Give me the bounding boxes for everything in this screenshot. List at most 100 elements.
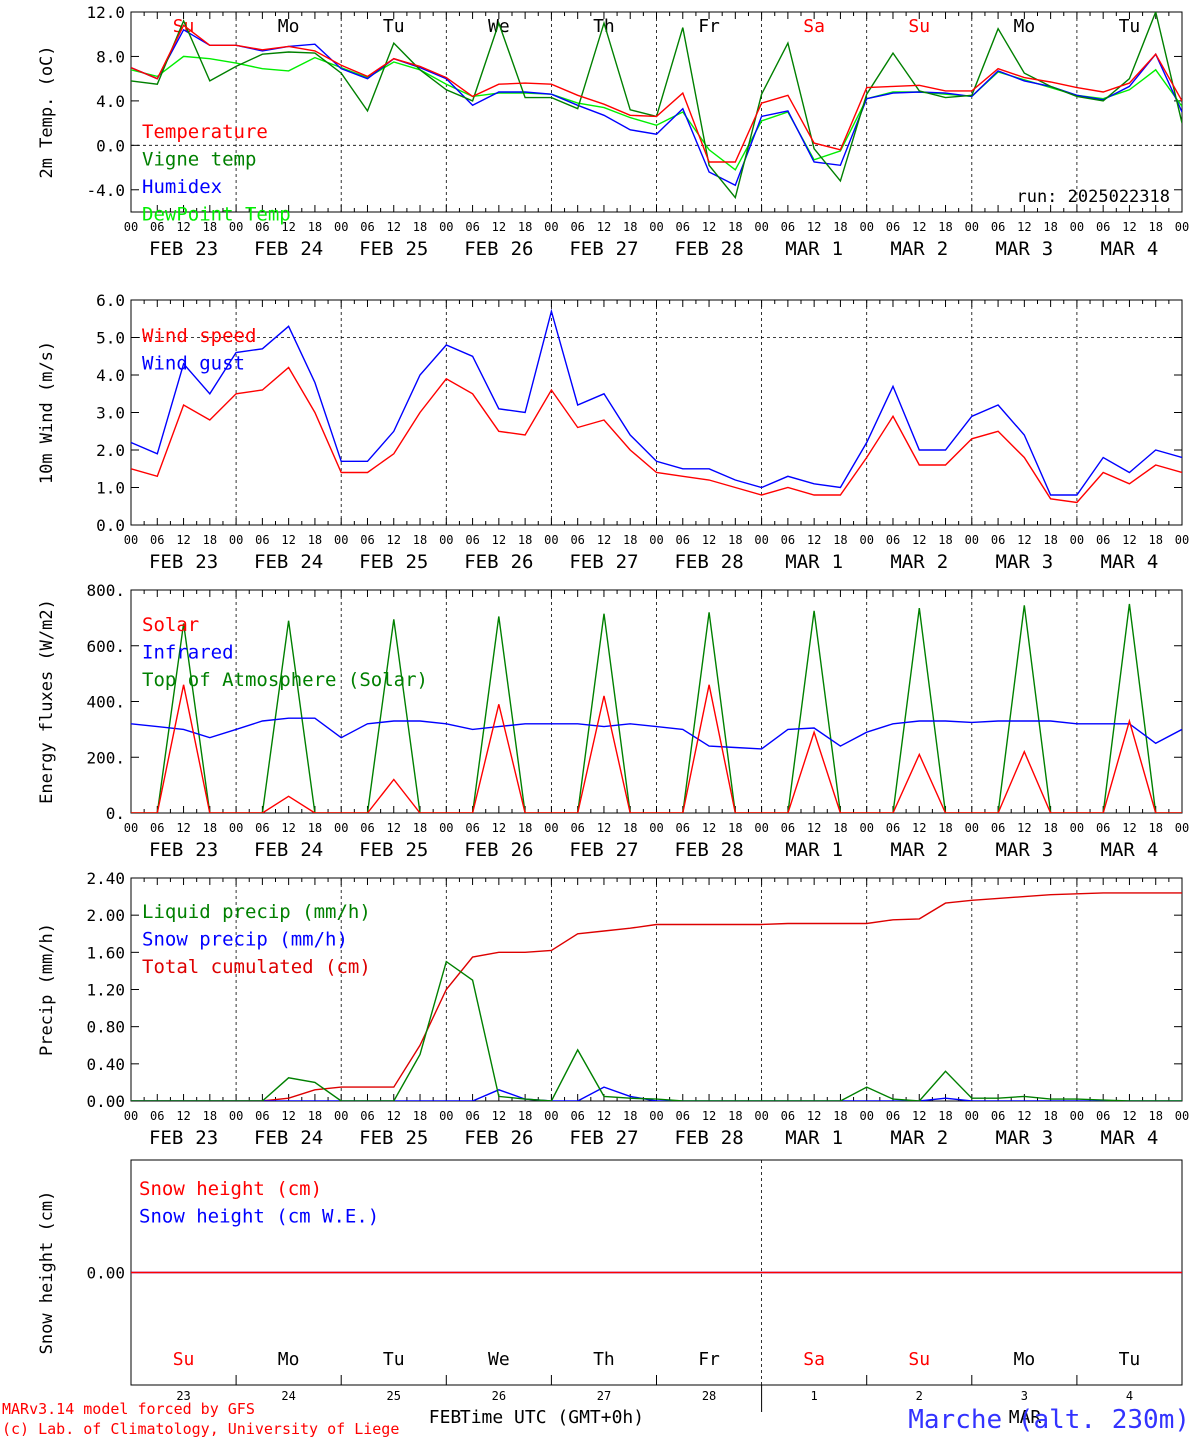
x-tick-label: 18 [413, 533, 427, 547]
x-tick-label: 18 [1043, 1109, 1057, 1123]
x-tick-label: 06 [781, 1109, 795, 1123]
date-label: FEB 26 [464, 238, 533, 260]
x-tick-label: 12 [176, 220, 190, 234]
x-tick-label: 00 [965, 821, 979, 835]
x-tick-label: 18 [728, 821, 742, 835]
weekday-label: Tu [383, 16, 405, 37]
date-month: FEB [359, 551, 393, 573]
x-tick-label: 00 [439, 821, 453, 835]
x-tick-label: 18 [518, 220, 532, 234]
x-tick-label: 18 [1148, 533, 1162, 547]
x-tick-label: 18 [413, 821, 427, 835]
x-tick-label: 18 [833, 533, 847, 547]
x-tick-label: 12 [492, 533, 506, 547]
x-tick-label: 18 [308, 220, 322, 234]
x-tick-label: 00 [1070, 1109, 1084, 1123]
station-label: Marche (alt. 230m) [908, 1405, 1190, 1435]
y-axis-label: Snow height (cm) [37, 1191, 57, 1355]
date-label: MAR 3 [995, 551, 1053, 573]
x-tick-label: 12 [176, 533, 190, 547]
x-tick-label: 00 [124, 1109, 138, 1123]
y-tick-label: 6.0 [96, 291, 125, 310]
x-tick-label: 18 [308, 533, 322, 547]
date-month: MAR [995, 551, 1030, 573]
x-tick-label: 18 [938, 1109, 952, 1123]
day-number-label: 25 [387, 1389, 401, 1403]
date-month: MAR [1101, 1127, 1136, 1149]
x-tick-label: 00 [1175, 821, 1189, 835]
x-tick-label: 06 [1096, 1109, 1110, 1123]
date-label: FEB 26 [464, 551, 533, 573]
date-month: FEB [674, 551, 708, 573]
series-line-0 [131, 24, 1182, 163]
date-month: FEB [464, 551, 498, 573]
x-tick-label: 06 [360, 220, 374, 234]
date-month: FEB [674, 238, 708, 260]
date-month: MAR [785, 238, 820, 260]
date-month: MAR [1101, 238, 1136, 260]
x-tick-label: 12 [702, 220, 716, 234]
x-tick-label: 12 [281, 220, 295, 234]
x-tick-label: 06 [150, 533, 164, 547]
date-month: FEB [254, 839, 288, 861]
x-tick-label: 18 [518, 533, 532, 547]
date-day: 23 [195, 1127, 218, 1149]
x-tick-label: 00 [965, 1109, 979, 1123]
date-label: FEB 26 [464, 839, 533, 861]
date-month: MAR [995, 839, 1030, 861]
x-tick-label: 18 [1043, 821, 1057, 835]
run-label: run: 2025022318 [1016, 187, 1170, 207]
date-month: MAR [890, 551, 925, 573]
date-label: MAR 3 [995, 1127, 1053, 1149]
date-month: MAR [785, 839, 820, 861]
x-tick-label: 18 [1148, 1109, 1162, 1123]
date-day: 4 [1147, 551, 1158, 573]
date-day: 27 [616, 551, 639, 573]
y-tick-label: 8.0 [96, 47, 125, 66]
date-label: FEB 23 [149, 839, 218, 861]
date-label: MAR 1 [785, 551, 843, 573]
x-tick-label: 06 [886, 821, 900, 835]
x-tick-label: 06 [570, 1109, 584, 1123]
date-day: 25 [405, 839, 428, 861]
x-tick-label: 00 [859, 533, 873, 547]
x-tick-label: 00 [439, 220, 453, 234]
x-tick-label: 12 [597, 1109, 611, 1123]
x-tick-label: 06 [150, 1109, 164, 1123]
y-axis-label: 2m Temp. (oC) [37, 45, 57, 178]
x-tick-label: 00 [544, 821, 558, 835]
x-tick-label: 18 [1148, 220, 1162, 234]
date-day: 4 [1147, 839, 1158, 861]
date-day: 26 [511, 839, 534, 861]
x-tick-label: 06 [781, 220, 795, 234]
date-month: MAR [890, 238, 925, 260]
x-tick-label: 06 [676, 533, 690, 547]
date-label: FEB 27 [569, 1127, 638, 1149]
date-label: MAR 1 [785, 839, 843, 861]
x-tick-label: 06 [991, 821, 1005, 835]
y-tick-label: 5.0 [96, 329, 125, 348]
date-day: 28 [721, 839, 744, 861]
y-tick-label: 3.0 [96, 404, 125, 423]
x-tick-label: 12 [702, 533, 716, 547]
weekday-label: Mo [278, 16, 300, 37]
x-tick-label: 06 [465, 533, 479, 547]
x-tick-label: 06 [465, 1109, 479, 1123]
y-tick-label: 200. [86, 748, 125, 767]
x-tick-label: 00 [965, 533, 979, 547]
x-tick-label: 06 [1096, 220, 1110, 234]
x-tick-label: 00 [754, 533, 768, 547]
x-tick-label: 00 [229, 821, 243, 835]
date-day: 24 [300, 839, 323, 861]
date-label: FEB 25 [359, 551, 428, 573]
date-day: 27 [616, 238, 639, 260]
series-line-1 [131, 308, 1182, 496]
x-tick-label: 06 [676, 821, 690, 835]
weekday-label: Tu [383, 1349, 405, 1370]
x-tick-label: 06 [360, 1109, 374, 1123]
day-number-label: 23 [176, 1389, 190, 1403]
y-tick-label: 4.0 [96, 92, 125, 111]
x-tick-label: 00 [334, 533, 348, 547]
series-line-0 [131, 684, 1182, 813]
